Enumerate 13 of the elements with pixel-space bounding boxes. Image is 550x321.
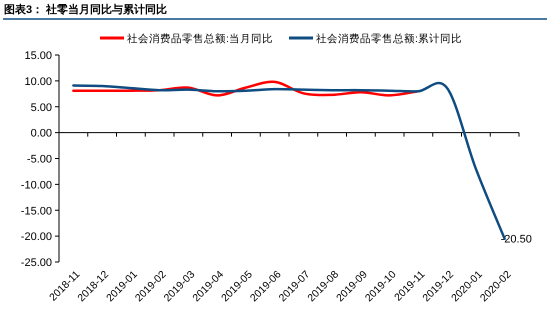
legend-label: 社会消费品零售总额:累计同比: [316, 32, 462, 45]
y-tick-label: -5.00: [26, 154, 52, 166]
data-label: -20.50: [500, 234, 532, 246]
y-tick-label: 15.00: [24, 50, 52, 62]
y-tick-label: -15.00: [20, 205, 52, 218]
legend-label: 社会消费品零售总额:当月同比: [127, 32, 273, 45]
y-tick-label: 10.00: [24, 76, 52, 88]
y-tick-label: -25.00: [20, 257, 52, 269]
y-tick-label: 0.00: [30, 128, 52, 140]
chart-title: 图表3： 社零当月同比与累计同比: [4, 3, 168, 16]
y-tick-label: -10.00: [20, 179, 52, 192]
y-tick-label: 5.00: [30, 102, 52, 114]
y-tick-label: -20.00: [20, 231, 52, 244]
